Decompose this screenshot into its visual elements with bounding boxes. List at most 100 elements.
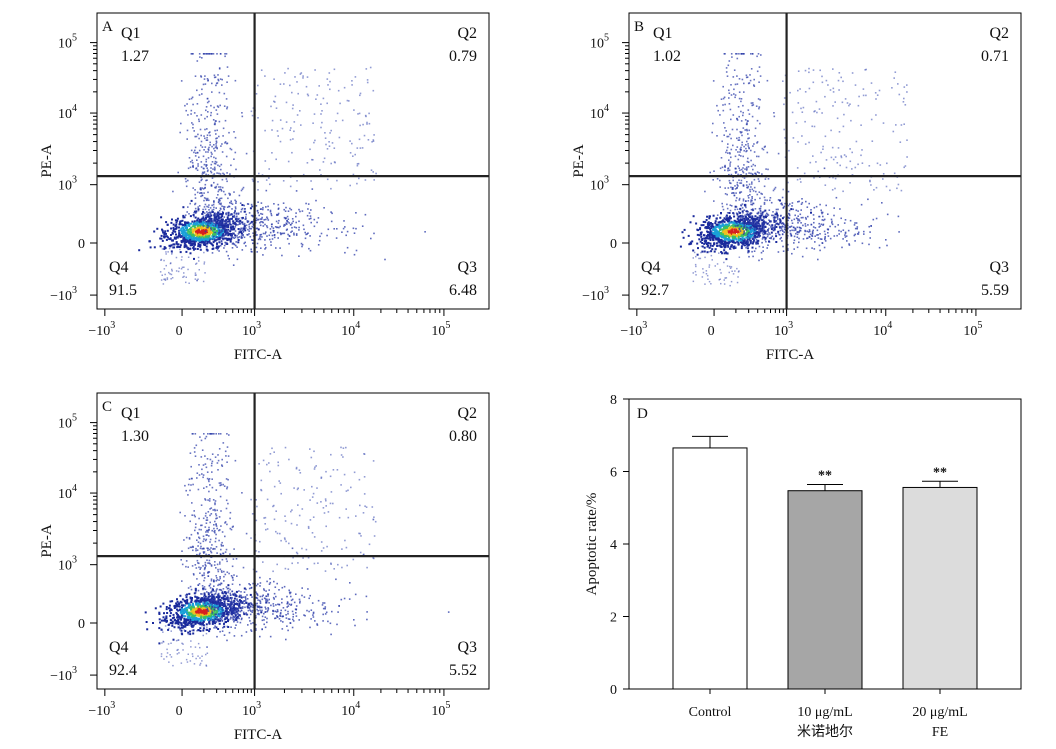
scatter-point [210,211,213,213]
scatter-point [198,229,200,232]
scatter-point [706,251,709,254]
scatter-point [746,240,749,243]
scatter-point [728,103,731,105]
scatter-point [865,94,867,97]
scatter-point [738,167,740,169]
scatter-point [823,230,826,233]
scatter-point [787,181,789,184]
scatter-point [762,148,765,151]
scatter-point [814,241,816,243]
scatter-point [808,71,810,74]
scatter-point [743,234,746,237]
scatter-point [192,632,195,635]
scatter-point [804,230,807,233]
scatter-point [243,242,245,245]
scatter-point [254,231,257,233]
scatter-point [706,230,709,233]
scatter-point [903,86,906,88]
scatter-point [740,247,743,250]
scatter-point [738,211,740,213]
scatter-point [217,628,220,630]
scatter-point [194,155,197,157]
scatter-point [703,240,706,243]
scatter-point [202,236,205,239]
scatter-point [218,241,220,243]
scatter-point [813,218,815,220]
scatter-point [209,222,211,225]
scatter-point [279,119,282,121]
scatter-point [276,130,279,132]
scatter-point [770,236,772,239]
scatter-point [728,169,731,171]
scatter-point [766,79,769,82]
scatter-point [208,53,211,55]
scatter-point [206,134,209,136]
quadrant-label-q1: Q1 [653,25,673,42]
scatter-point [712,228,714,231]
scatter-point [227,75,230,77]
scatter-point [195,618,198,621]
scatter-point [780,202,783,205]
scatter-point [775,241,778,243]
scatter-point [819,233,821,235]
scatter-point [732,233,735,236]
scatter-point [178,621,181,624]
scatter-point [355,212,357,214]
scatter-point [777,208,779,211]
scatter-point [840,155,842,157]
scatter-point [741,217,744,219]
scatter-point [751,234,754,237]
scatter-point [729,209,732,212]
scatter-point [756,141,759,143]
scatter-point [767,234,769,236]
scatter-point [206,115,208,118]
scatter-point [244,210,247,213]
scatter-point [730,226,733,229]
scatter-point [751,173,754,175]
scatter-point [333,68,336,71]
scatter-point [214,160,217,163]
scatter-point [224,220,226,222]
scatter-point [210,227,212,229]
scatter-point [214,224,217,227]
scatter-point [271,152,273,154]
scatter-point [752,209,754,212]
scatter-point [178,605,181,608]
scatter-point [868,165,871,167]
scatter-point [220,596,223,599]
scatter-point [229,147,232,150]
scatter-point [179,248,181,251]
scatter-point [738,78,741,80]
scatter-point [783,128,785,131]
scatter-point [750,68,753,70]
scatter-point [165,235,168,238]
scatter-point [205,220,207,223]
scatter-point [728,219,731,222]
scatter-point [797,141,799,143]
scatter-point [733,241,736,244]
scatter-point [295,226,298,229]
scatter-point [755,238,758,241]
scatter-point [193,243,196,246]
scatter-point [727,143,729,145]
scatter-point [733,194,736,197]
scatter-point [746,140,748,143]
scatter-point [278,226,280,229]
scatter-point [797,215,799,217]
scatter-point [708,280,711,283]
scatter-point [195,599,198,602]
scatter-point [329,132,331,134]
scatter-point [162,602,165,605]
scatter-point [287,218,290,220]
scatter-point [721,202,723,205]
quadrant-label-q4: Q4 [641,259,661,276]
scatter-point [706,245,709,248]
scatter-point [309,249,312,252]
scatter-point [166,278,169,281]
scatter-point [237,237,239,239]
scatter-point [210,220,213,223]
scatter-point [206,233,209,235]
scatter-point [775,208,778,211]
scatter-point [754,198,756,201]
scatter-point [795,209,798,212]
